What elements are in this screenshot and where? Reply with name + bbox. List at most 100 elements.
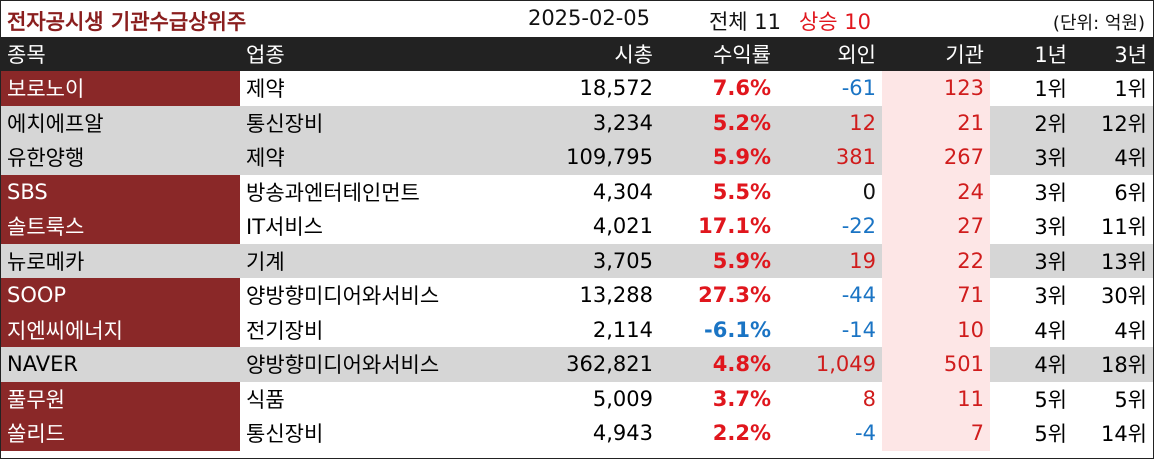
rank-3y: 4위 — [1073, 312, 1153, 347]
foreign-net: -14 — [777, 312, 882, 347]
sector-name: 식품 — [240, 381, 486, 416]
foreign-net: -61 — [777, 71, 882, 106]
return-rate: 2.2% — [659, 416, 777, 451]
col-header-foreign[interactable]: 외인 — [777, 37, 882, 71]
return-rate: 7.6% — [659, 71, 777, 106]
col-header-return[interactable]: 수익률 — [659, 37, 777, 71]
rank-3y: 6위 — [1073, 174, 1153, 209]
rank-3y: 5위 — [1073, 381, 1153, 416]
stock-name: NAVER — [1, 347, 240, 382]
return-rate: 5.9% — [659, 243, 777, 278]
return-rate: 5.9% — [659, 140, 777, 175]
market-cap: 3,705 — [486, 243, 659, 278]
institution-net: 24 — [882, 174, 990, 209]
stock-name: 보로노이 — [1, 71, 240, 106]
table-row[interactable]: 보로노이 제약 18,572 7.6% -61 123 1위 1위 — [1, 71, 1153, 106]
market-cap: 2,114 — [486, 312, 659, 347]
col-header-1y[interactable]: 1년 — [990, 37, 1073, 71]
stock-name: 풀무원 — [1, 381, 240, 416]
table-row[interactable]: 쏠리드 통신장비 4,943 2.2% -4 7 5위 14위 — [1, 416, 1153, 451]
foreign-net: -22 — [777, 209, 882, 244]
table-row[interactable]: 풀무원 식품 5,009 3.7% 8 11 5위 5위 — [1, 381, 1153, 416]
foreign-net: 0 — [777, 174, 882, 209]
rank-3y: 11위 — [1073, 209, 1153, 244]
report-date: 2025-02-05 — [527, 6, 650, 30]
market-cap: 109,795 — [486, 140, 659, 175]
institution-net: 10 — [882, 312, 990, 347]
col-header-name[interactable]: 종목 — [1, 37, 240, 71]
foreign-net: 8 — [777, 381, 882, 416]
market-cap: 4,304 — [486, 174, 659, 209]
foreign-net: 1,049 — [777, 347, 882, 382]
rank-3y: 4위 — [1073, 140, 1153, 175]
foreign-net: 19 — [777, 243, 882, 278]
stock-name: SBS — [1, 174, 240, 209]
sector-name: 통신장비 — [240, 416, 486, 451]
market-cap: 362,821 — [486, 347, 659, 382]
stock-name: 지엔씨에너지 — [1, 312, 240, 347]
sector-name: IT서비스 — [240, 209, 486, 244]
market-cap: 5,009 — [486, 381, 659, 416]
return-rate: 4.8% — [659, 347, 777, 382]
rank-3y: 1위 — [1073, 71, 1153, 106]
sector-name: 제약 — [240, 71, 486, 106]
unit-label: (단위: 억원) — [1052, 13, 1145, 34]
institution-net: 27 — [882, 209, 990, 244]
rank-1y: 1위 — [990, 71, 1073, 106]
rank-1y: 2위 — [990, 105, 1073, 140]
rank-1y: 5위 — [990, 416, 1073, 451]
return-rate: 5.2% — [659, 105, 777, 140]
return-rate: 3.7% — [659, 381, 777, 416]
stock-name: 유한양행 — [1, 140, 240, 175]
table-row[interactable]: SBS 방송과엔터테인먼트 4,304 5.5% 0 24 3위 6위 — [1, 174, 1153, 209]
rise-count: 상승 10 — [798, 10, 871, 34]
rank-3y: 30위 — [1073, 278, 1153, 313]
foreign-net: 12 — [777, 105, 882, 140]
page-title: 전자공시생 기관수급상위주 — [7, 10, 247, 34]
table-row[interactable]: 에치에프알 통신장비 3,234 5.2% 12 21 2위 12위 — [1, 105, 1153, 140]
return-rate: 17.1% — [659, 209, 777, 244]
col-header-inst[interactable]: 기관 — [882, 37, 990, 71]
table-row[interactable]: 뉴로메카 기계 3,705 5.9% 19 22 3위 13위 — [1, 243, 1153, 278]
stock-name: 에치에프알 — [1, 105, 240, 140]
table-row[interactable]: 솔트룩스 IT서비스 4,021 17.1% -22 27 3위 11위 — [1, 209, 1153, 244]
rank-1y: 5위 — [990, 381, 1073, 416]
table-row[interactable]: 지엔씨에너지 전기장비 2,114 -6.1% -14 10 4위 4위 — [1, 312, 1153, 347]
col-header-3y[interactable]: 3년 — [1073, 37, 1153, 71]
stock-name: 솔트룩스 — [1, 209, 240, 244]
market-cap: 3,234 — [486, 105, 659, 140]
table-row[interactable]: 유한양행 제약 109,795 5.9% 381 267 3위 4위 — [1, 140, 1153, 175]
rank-1y: 3위 — [990, 174, 1073, 209]
table-row[interactable]: SOOP 양방향미디어와서비스 13,288 27.3% -44 71 3위 30위 — [1, 278, 1153, 313]
sector-name: 제약 — [240, 140, 486, 175]
title-bar: 전자공시생 기관수급상위주 2025-02-05 전체 11 상승 10 (단위… — [1, 1, 1153, 37]
sector-name: 통신장비 — [240, 105, 486, 140]
sector-name: 양방향미디어와서비스 — [240, 347, 486, 382]
col-header-sector[interactable]: 업종 — [240, 37, 486, 71]
market-cap: 13,288 — [486, 278, 659, 313]
table-row[interactable]: NAVER 양방향미디어와서비스 362,821 4.8% 1,049 501 4위 18위 — [1, 347, 1153, 382]
table-header: 종목 업종 시총 수익률 외인 기관 1년 3년 — [1, 37, 1153, 71]
rank-1y: 3위 — [990, 209, 1073, 244]
stock-table: 종목 업종 시총 수익률 외인 기관 1년 3년 보로노이 제약 18,572 7.6… — [1, 37, 1153, 451]
foreign-net: -4 — [777, 416, 882, 451]
institution-net: 71 — [882, 278, 990, 313]
col-header-mcap[interactable]: 시총 — [486, 37, 659, 71]
sector-name: 방송과엔터테인먼트 — [240, 174, 486, 209]
total-count: 전체 11 — [708, 10, 781, 34]
rank-1y: 3위 — [990, 140, 1073, 175]
rank-3y: 13위 — [1073, 243, 1153, 278]
return-rate: 5.5% — [659, 174, 777, 209]
market-cap: 4,021 — [486, 209, 659, 244]
stock-name: SOOP — [1, 278, 240, 313]
foreign-net: 381 — [777, 140, 882, 175]
rank-1y: 4위 — [990, 347, 1073, 382]
rank-3y: 18위 — [1073, 347, 1153, 382]
rank-3y: 14위 — [1073, 416, 1153, 451]
stock-name: 쏠리드 — [1, 416, 240, 451]
market-cap: 18,572 — [486, 71, 659, 106]
institution-net: 501 — [882, 347, 990, 382]
institution-net: 7 — [882, 416, 990, 451]
institution-net: 123 — [882, 71, 990, 106]
